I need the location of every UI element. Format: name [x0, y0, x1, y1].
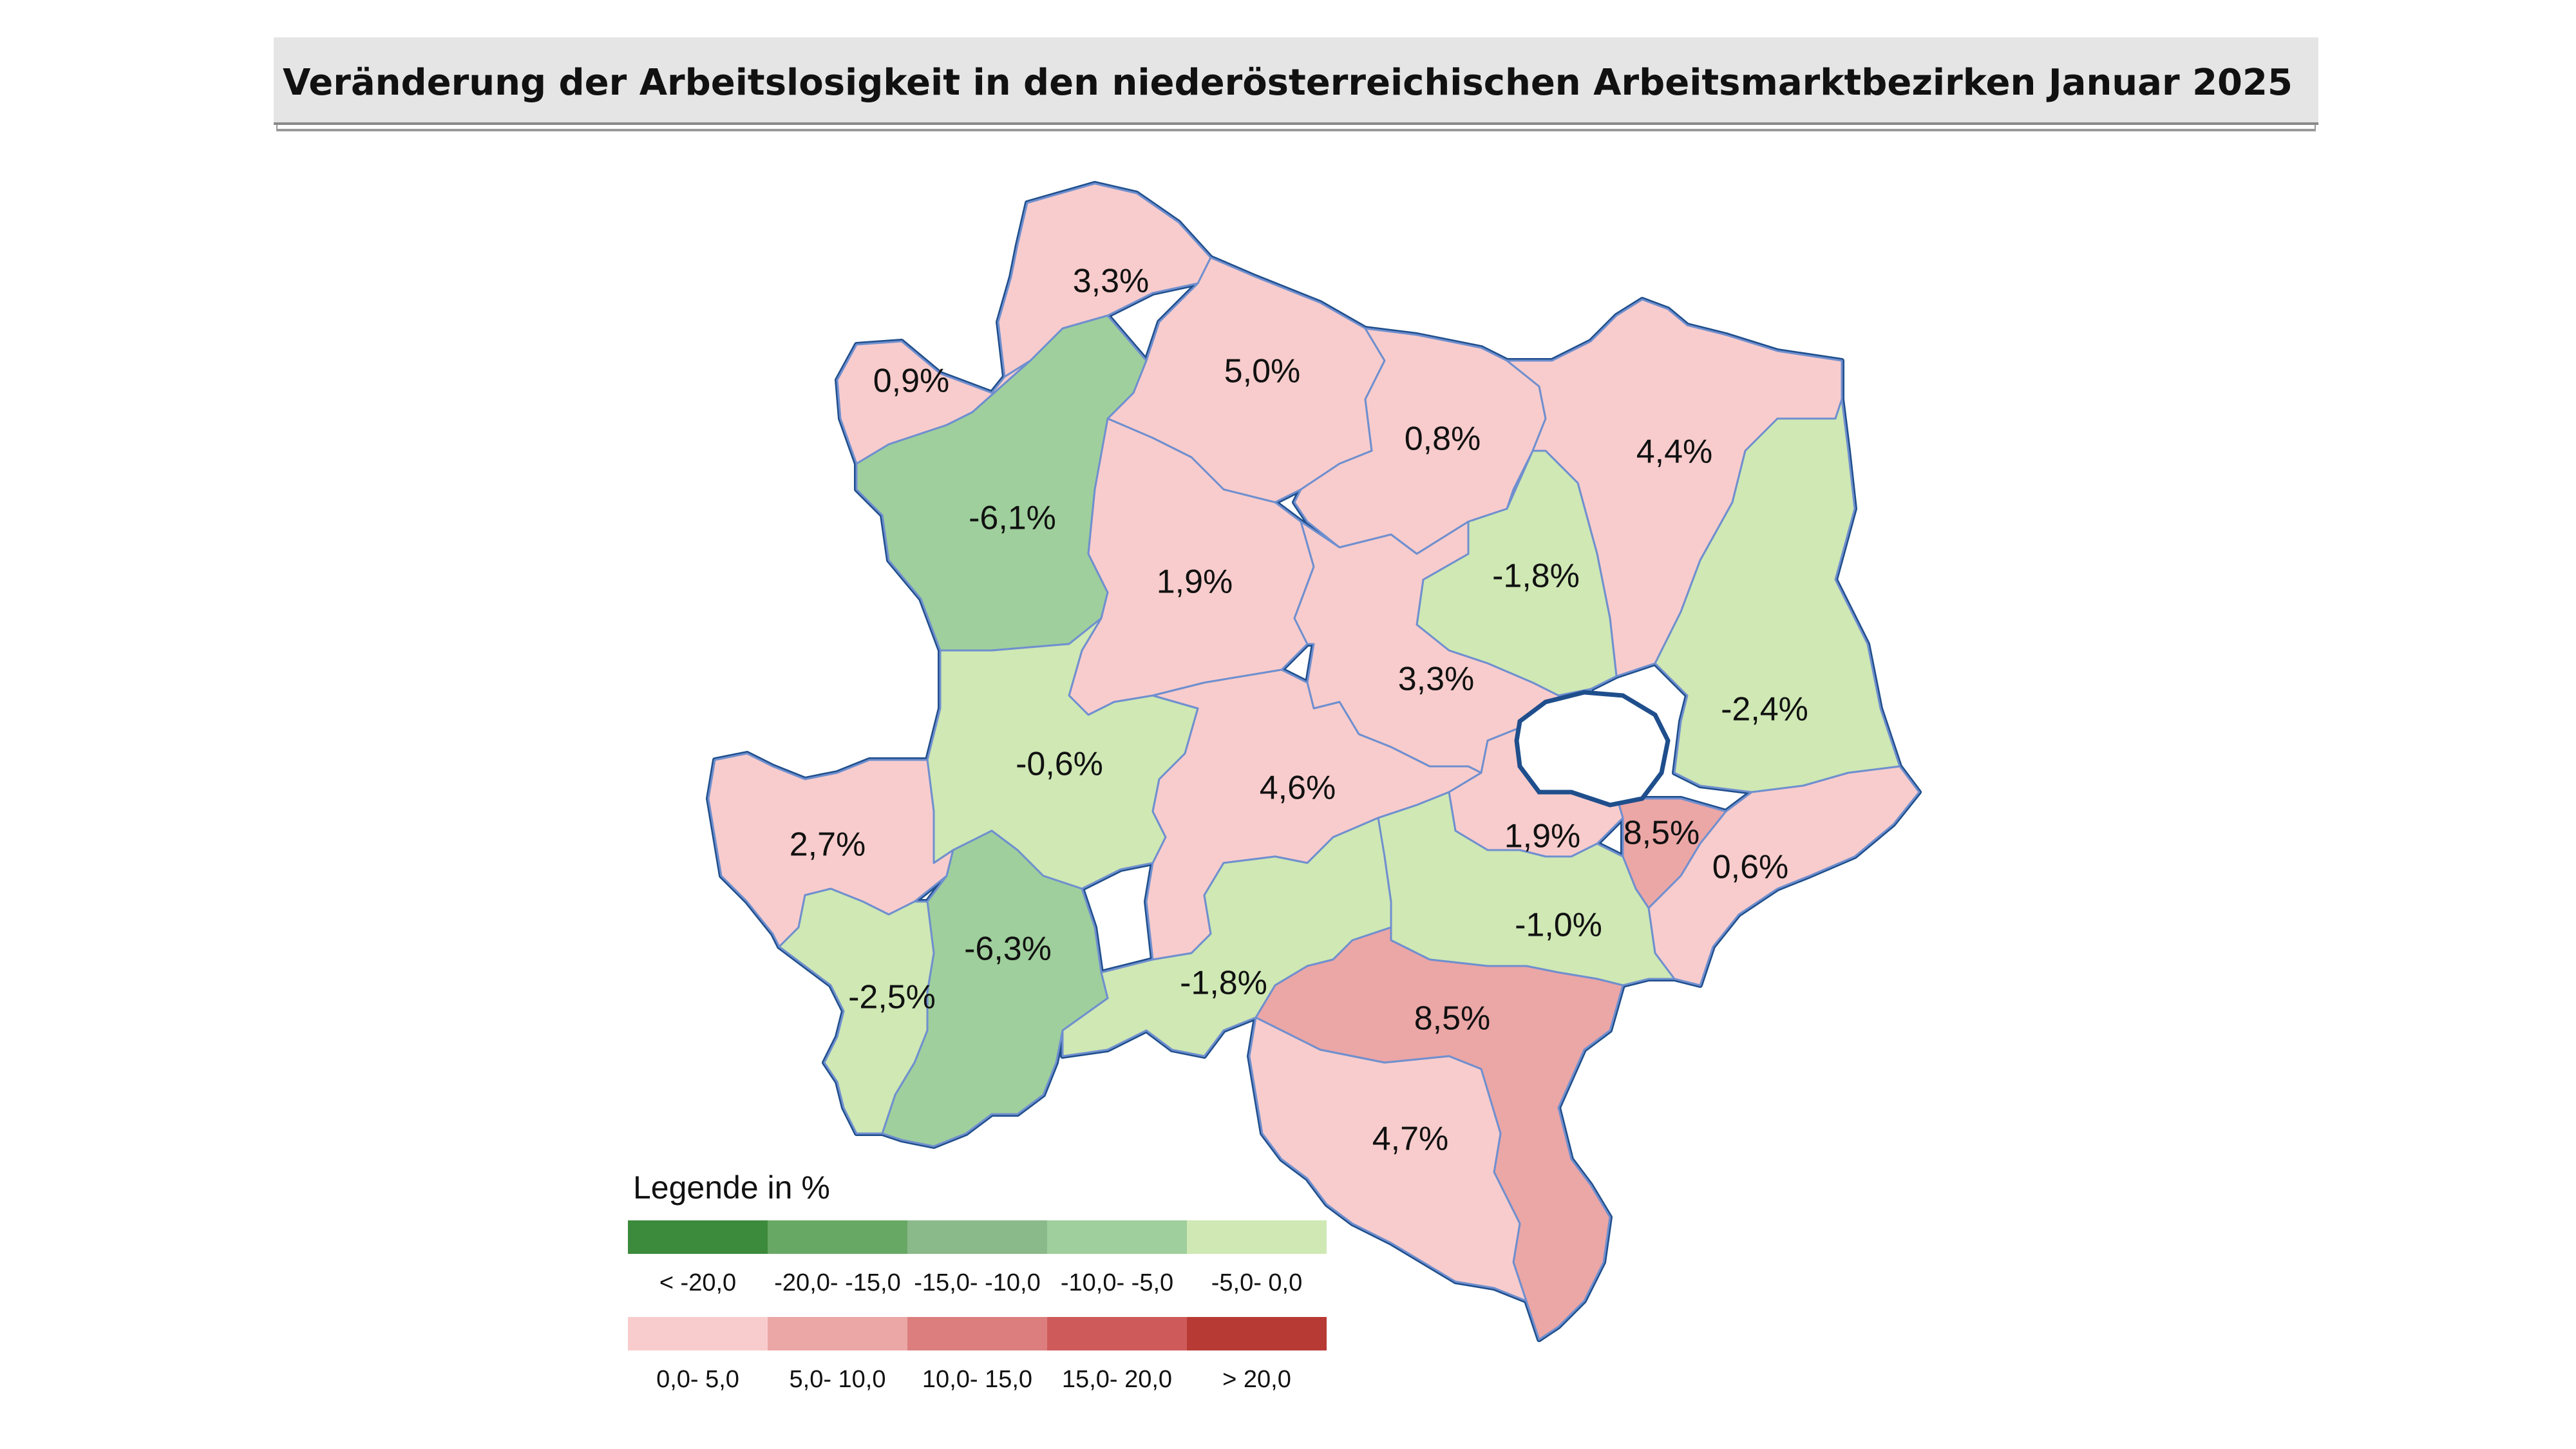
legend-swatch-pos-0 [628, 1317, 768, 1350]
legend-label-neg-2: -15,0- -10,0 [914, 1269, 1041, 1296]
legend-label-neg-1: -20,0- -15,0 [774, 1269, 901, 1296]
legend-positive-swatches [628, 1317, 1327, 1350]
legend-label-pos-2: 10,0- 15,0 [922, 1366, 1033, 1393]
label-waidhofen-ybbs: -2,5% [848, 979, 936, 1016]
label-scheibbs: -6,3% [964, 931, 1052, 968]
legend-label-neg-0: < -20,0 [659, 1269, 737, 1296]
label-schwechat: 8,5% [1624, 815, 1700, 852]
label-neunkirchen: 4,7% [1372, 1121, 1449, 1158]
legend-swatch-neg-3 [1047, 1220, 1187, 1254]
label-tulln: 3,3% [1398, 661, 1475, 698]
legend-swatch-neg-0 [628, 1220, 768, 1254]
legend-swatch-neg-2 [907, 1220, 1047, 1254]
legend-swatch-pos-4 [1187, 1317, 1327, 1350]
label-wr-neustadt: 8,5% [1414, 1000, 1491, 1037]
district-waidhofen-ybbs [778, 887, 935, 1135]
legend-negative-swatches [628, 1220, 1327, 1254]
label-gmuend-west: 0,9% [873, 363, 950, 400]
legend-swatch-neg-1 [768, 1220, 907, 1254]
legend-positive-labels: 0,0- 5,0 5,0- 10,0 10,0- 15,0 15,0- 20,0… [628, 1366, 1327, 1394]
label-zwettl: -6,1% [969, 500, 1056, 537]
district-labels: 3,3% 5,0% 0,8% 4,4% 0,9% -6,1% 1,9% -1,8% -2,4% 3… [790, 263, 1808, 1158]
legend-label-pos-0: 0,0- 5,0 [656, 1366, 739, 1393]
label-baden: -1,0% [1515, 907, 1602, 944]
legend-negative-labels: < -20,0 -20,0- -15,0 -15,0- -10,0 -10,0-… [628, 1269, 1327, 1297]
legend-label-pos-3: 15,0- 20,0 [1061, 1366, 1173, 1393]
label-gaenserndorf: -2,4% [1721, 691, 1808, 728]
vienna-hole [1514, 690, 1671, 808]
legend-label-pos-1: 5,0- 10,0 [789, 1366, 886, 1393]
legend-label-neg-4: -5,0- 0,0 [1211, 1269, 1303, 1296]
label-korneuburg: -1,8% [1492, 558, 1580, 595]
legend-swatch-pos-1 [768, 1317, 907, 1350]
label-waidhofen-thaya: 5,0% [1224, 353, 1301, 390]
district-neunkirchen [1248, 1016, 1528, 1302]
label-gmuend: 3,3% [1073, 263, 1150, 300]
legend-label-pos-4: > 20,0 [1222, 1366, 1291, 1393]
legend-title: Legende in % [633, 1170, 830, 1206]
title-bar: Veränderung der Arbeitslosigkeit in den … [274, 37, 2318, 125]
legend-label-neg-3: -10,0- -5,0 [1060, 1269, 1174, 1296]
district-regions [707, 182, 1920, 1341]
label-bruck: 0,6% [1712, 849, 1789, 886]
legend-swatch-neg-4 [1187, 1220, 1327, 1254]
label-lilienfeld: -1,8% [1180, 965, 1267, 1002]
label-moedling: 1,9% [1504, 818, 1581, 855]
label-amstetten: 2,7% [790, 826, 866, 864]
map-title: Veränderung der Arbeitslosigkeit in den … [283, 62, 2293, 104]
label-melk: -0,6% [1016, 746, 1103, 783]
legend-swatch-pos-2 [907, 1317, 1047, 1350]
label-hollabrunn: 0,8% [1405, 421, 1481, 458]
legend-swatch-pos-3 [1047, 1317, 1187, 1350]
label-mistelbach: 4,4% [1636, 433, 1713, 471]
label-horn: 1,9% [1157, 564, 1233, 601]
label-st-poelten: 4,6% [1260, 770, 1336, 807]
